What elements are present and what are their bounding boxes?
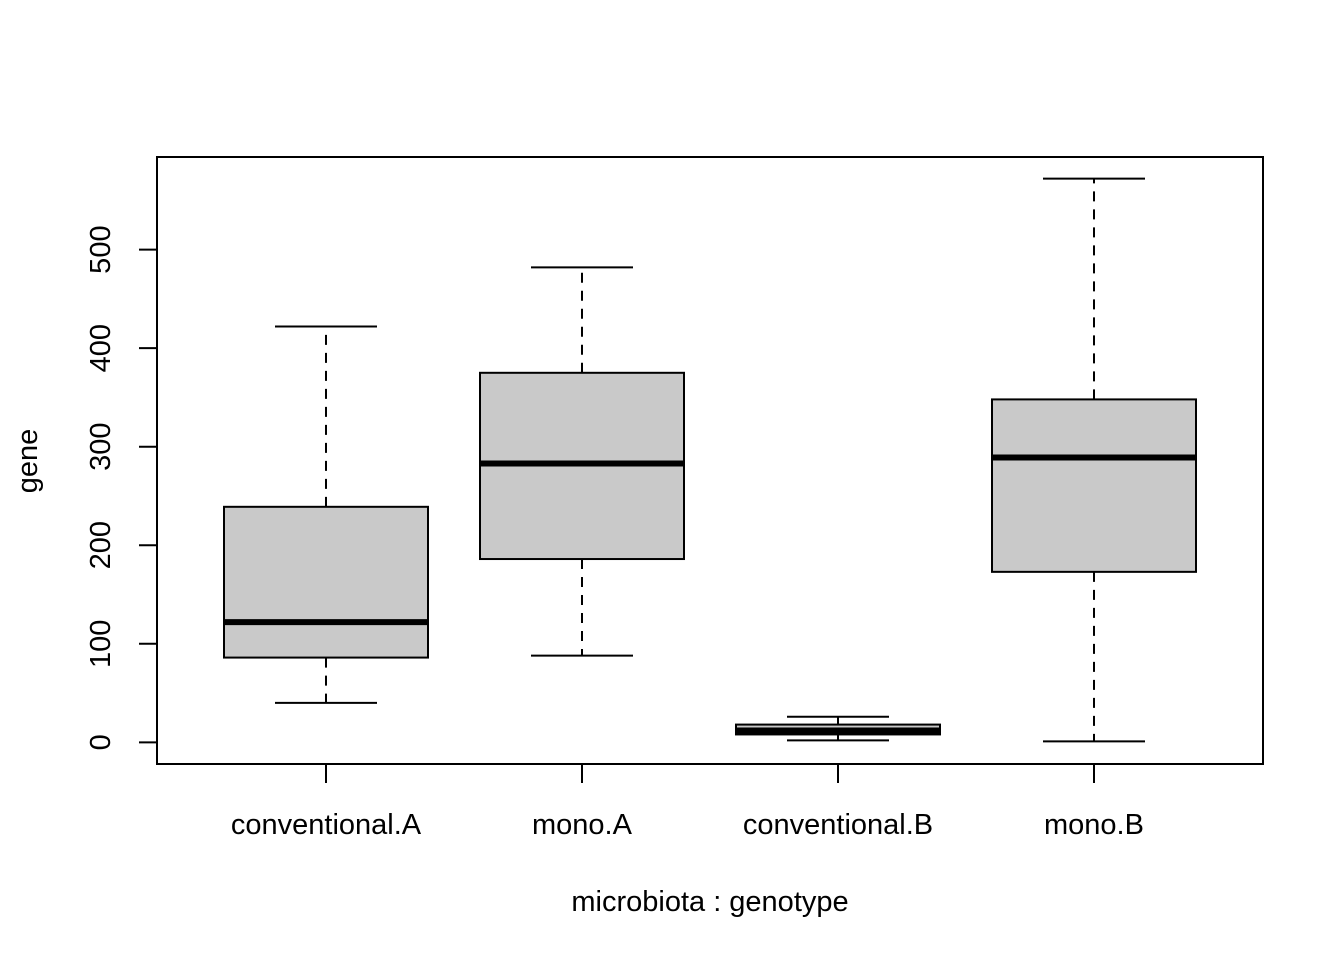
x-axis-label: microbiota : genotype <box>571 886 848 918</box>
iqr-box <box>223 505 429 659</box>
y-tick-label: 400 <box>85 324 117 372</box>
y-axis: 0 100 200 300 400 500 <box>85 225 158 750</box>
box-conventional.A <box>223 325 429 704</box>
y-tick-label: 200 <box>85 521 117 569</box>
x-axis: conventional.A mono.A conventional.B mono.B <box>231 764 1144 841</box>
box-conventional.B <box>735 715 941 742</box>
box-series <box>223 177 1197 743</box>
y-axis-label: gene <box>12 429 44 494</box>
box-mono.A <box>479 266 685 657</box>
y-tick-label: 100 <box>85 620 117 668</box>
y-tick-label: 500 <box>85 225 117 273</box>
x-tick-label: mono.A <box>532 809 633 841</box>
y-tick-label: 300 <box>85 423 117 471</box>
x-tick-label: conventional.B <box>743 809 933 841</box>
box-mono.B <box>991 177 1197 743</box>
x-tick-label: mono.B <box>1044 809 1144 841</box>
x-tick-label: conventional.A <box>231 809 422 841</box>
iqr-box <box>991 398 1197 573</box>
y-tick-label: 0 <box>85 734 117 750</box>
